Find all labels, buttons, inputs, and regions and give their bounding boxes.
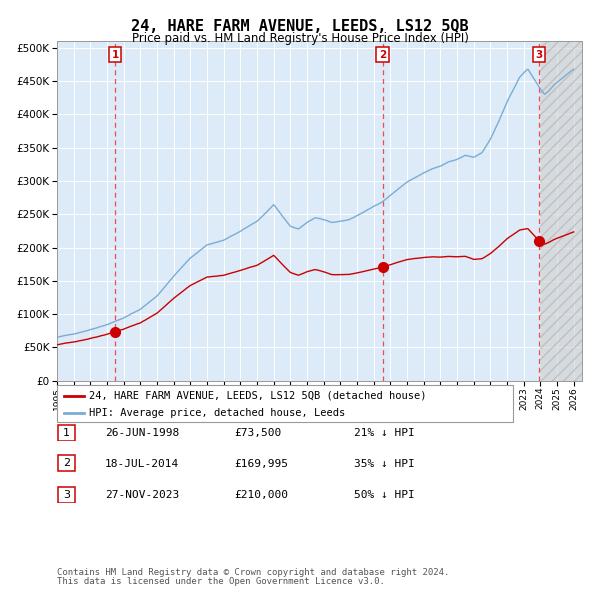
Text: Price paid vs. HM Land Registry's House Price Index (HPI): Price paid vs. HM Land Registry's House … (131, 32, 469, 45)
Text: 18-JUL-2014: 18-JUL-2014 (105, 459, 179, 469)
Text: £73,500: £73,500 (234, 428, 281, 438)
Text: £169,995: £169,995 (234, 459, 288, 469)
Text: 21% ↓ HPI: 21% ↓ HPI (354, 428, 415, 438)
FancyBboxPatch shape (58, 487, 75, 503)
Text: 2: 2 (379, 50, 386, 60)
Text: 27-NOV-2023: 27-NOV-2023 (105, 490, 179, 500)
Text: 26-JUN-1998: 26-JUN-1998 (105, 428, 179, 438)
Text: 2: 2 (63, 458, 70, 468)
Text: 1: 1 (63, 428, 70, 438)
Text: HPI: Average price, detached house, Leeds: HPI: Average price, detached house, Leed… (89, 408, 345, 418)
Text: 1: 1 (112, 50, 119, 60)
Text: 24, HARE FARM AVENUE, LEEDS, LS12 5QB (detached house): 24, HARE FARM AVENUE, LEEDS, LS12 5QB (d… (89, 391, 427, 401)
Text: 3: 3 (63, 490, 70, 500)
Text: 3: 3 (535, 50, 542, 60)
FancyBboxPatch shape (58, 425, 75, 441)
Text: 50% ↓ HPI: 50% ↓ HPI (354, 490, 415, 500)
Text: 24, HARE FARM AVENUE, LEEDS, LS12 5QB: 24, HARE FARM AVENUE, LEEDS, LS12 5QB (131, 19, 469, 34)
Text: £210,000: £210,000 (234, 490, 288, 500)
Text: 35% ↓ HPI: 35% ↓ HPI (354, 459, 415, 469)
FancyBboxPatch shape (58, 455, 75, 471)
Text: Contains HM Land Registry data © Crown copyright and database right 2024.: Contains HM Land Registry data © Crown c… (57, 568, 449, 577)
Text: This data is licensed under the Open Government Licence v3.0.: This data is licensed under the Open Gov… (57, 578, 385, 586)
FancyBboxPatch shape (57, 385, 513, 422)
